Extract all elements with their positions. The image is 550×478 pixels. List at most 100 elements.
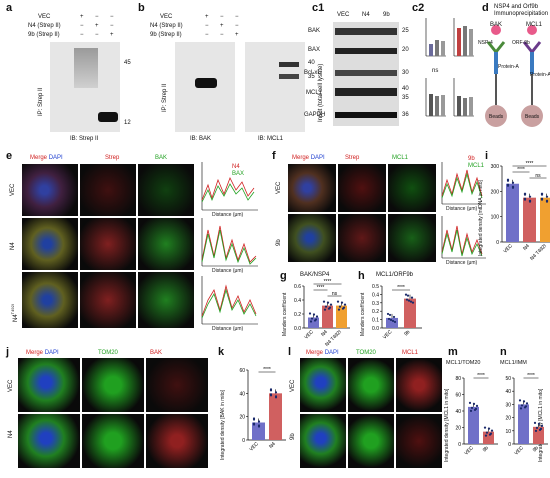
g-title: BAK/NSP4 xyxy=(300,272,330,278)
data-point xyxy=(469,409,473,412)
l-img-2-2 xyxy=(348,414,394,468)
y-tick-label: 0.4 xyxy=(294,298,301,304)
sig-label: **** xyxy=(324,279,332,285)
h-title: MCL1/ORF9b xyxy=(376,272,414,278)
e-img-1-3 xyxy=(138,164,194,216)
x-tick-label: VEC xyxy=(382,329,394,341)
data-point xyxy=(274,391,278,394)
data-point xyxy=(257,420,261,423)
row-label-9b-a: 9b (Strep II) xyxy=(28,32,60,38)
l-row-vec: VEC xyxy=(290,379,296,392)
data-point xyxy=(483,426,487,429)
lane-row-bclxl xyxy=(335,70,397,76)
data-point xyxy=(519,407,523,410)
c2-chart-2 xyxy=(453,18,474,57)
y-tick-label: 40 xyxy=(455,409,461,415)
blot-b-bak xyxy=(175,42,235,132)
mark-b-2-1: − xyxy=(220,32,224,38)
l-img-1-3 xyxy=(396,358,442,412)
mark-a-2-0: − xyxy=(80,32,84,38)
y-tick-label: 80 xyxy=(455,376,461,382)
data-point xyxy=(328,306,332,309)
y-tick-label: 0.1 xyxy=(372,318,379,324)
data-point xyxy=(472,402,476,405)
data-point xyxy=(388,313,392,317)
data-point xyxy=(410,296,414,299)
y-tick-label: 200 xyxy=(491,189,500,195)
f-strep: Strep xyxy=(345,155,360,161)
j-img-1-1 xyxy=(18,358,80,412)
row-label-vec-a: VEC xyxy=(38,14,51,20)
panel-label-b: b xyxy=(138,2,145,14)
bar-i-0 xyxy=(506,183,519,242)
data-point xyxy=(309,320,313,323)
data-point xyxy=(489,432,493,435)
e-row-vec: VEC xyxy=(10,183,16,196)
y-tick-label: 20 xyxy=(455,426,461,432)
data-point xyxy=(534,429,538,432)
data-point xyxy=(475,404,479,407)
bar-m-0 xyxy=(468,406,479,444)
band-a-2 xyxy=(98,112,118,122)
e-img-3-3 xyxy=(138,272,194,328)
panel-label-e: e xyxy=(6,150,13,162)
f-leg-mcl1: MCL1 xyxy=(468,163,485,169)
data-point xyxy=(252,418,256,421)
data-point xyxy=(337,308,341,311)
f-img-2-1 xyxy=(288,214,336,262)
x-tick-label: N4 xyxy=(320,329,329,338)
ib-label-b-bak: IB: BAK xyxy=(190,136,212,142)
e-img-2-3 xyxy=(138,218,194,270)
c2-chart-4 xyxy=(453,78,474,117)
y-tick-label: 50 xyxy=(505,376,511,382)
y-tick-label: 20 xyxy=(239,415,245,421)
mark-a-0-0: + xyxy=(80,14,84,20)
chart-m: 0 20 40 60 80 VEC 9b **** xyxy=(455,373,498,457)
y-tick-label: 20 xyxy=(505,416,511,422)
data-point xyxy=(315,315,319,318)
d-protein-a-left: Protein-A xyxy=(498,64,519,70)
y-tick-label: 0.2 xyxy=(372,309,379,315)
data-point xyxy=(386,312,390,316)
data-point xyxy=(411,301,415,304)
mark-a-1-0: − xyxy=(80,23,84,29)
y-tick-label: 0.3 xyxy=(372,301,379,307)
data-point xyxy=(518,399,522,402)
data-point xyxy=(343,303,347,306)
x-tick-label: VEC xyxy=(502,243,514,255)
c2-mini-charts xyxy=(425,18,474,117)
blot-c1 xyxy=(333,22,399,126)
mw-c1-30: 30 xyxy=(402,70,409,76)
protein-bak: BAK xyxy=(308,28,321,34)
f-mcl1: MCL1 xyxy=(392,155,409,161)
x-tick-label: VEC xyxy=(463,445,475,457)
y-tick-label: 100 xyxy=(491,215,500,221)
data-point xyxy=(545,195,549,198)
band-a-1 xyxy=(74,48,98,88)
l-merge: Merge DAPI xyxy=(306,350,339,356)
e-row-n4: N4 xyxy=(10,242,16,250)
data-point xyxy=(406,294,410,297)
blot-b-mcl1 xyxy=(245,42,305,132)
bar-n-1 xyxy=(533,426,544,444)
f-row-9b: 9b xyxy=(276,239,282,246)
f-leg-9b: 9b xyxy=(468,156,475,162)
d-mcl1-label: MCL1 xyxy=(526,22,543,28)
data-point xyxy=(329,303,333,306)
data-point xyxy=(269,394,273,397)
mark-a-0-1: − xyxy=(95,14,99,20)
y-tick-label: 0 xyxy=(458,442,461,448)
panel-label-g: g xyxy=(280,270,287,282)
mark-b-0-1: − xyxy=(220,14,224,20)
l-row-9b: 9b xyxy=(290,433,296,440)
data-point xyxy=(323,308,327,311)
data-point xyxy=(545,200,549,203)
f-img-1-1 xyxy=(288,164,336,212)
j-tom20: TOM20 xyxy=(98,350,118,356)
data-point xyxy=(540,424,544,427)
panel-label-j: j xyxy=(6,346,10,358)
mw-c1-35: 35 xyxy=(402,95,409,101)
e-leg-bax: BAX xyxy=(232,171,245,177)
y-tick-label: 0.2 xyxy=(294,312,301,318)
d-beads-left: Beads xyxy=(489,114,504,120)
